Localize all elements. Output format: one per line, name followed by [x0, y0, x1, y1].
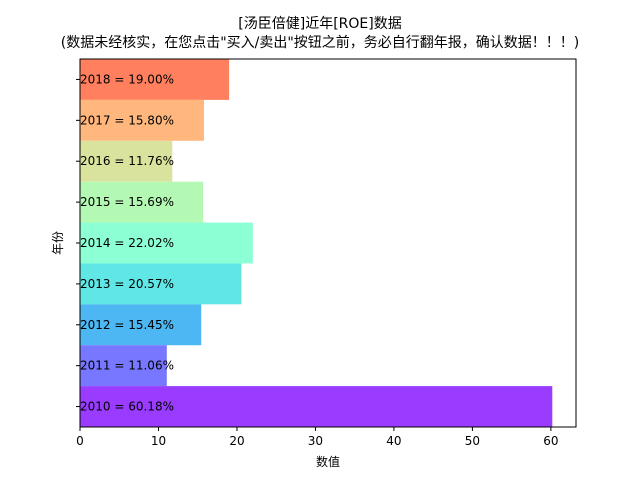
- x-axis-label: 数值: [316, 454, 340, 469]
- x-tick-label-40: 40: [386, 434, 401, 448]
- y-ticks-layer: [76, 78, 80, 408]
- x-tick-label-60: 60: [543, 434, 558, 448]
- bar-2011: [80, 345, 167, 387]
- chart-subtitle: (数据未经核实，在您点击"买入/卖出"按钮之前，务必自行翻年报，确认数据！！！): [60, 35, 580, 51]
- x-tick-label-50: 50: [465, 434, 480, 448]
- bars-layer: [80, 59, 553, 427]
- bar-label-2013: 2013 = 20.57%: [80, 277, 174, 291]
- bar-label-2010: 2010 = 60.18%: [80, 400, 174, 414]
- x-tick-label-10: 10: [151, 434, 166, 448]
- bar-2015: [80, 181, 204, 223]
- bar-label-2018: 2018 = 19.00%: [80, 72, 174, 86]
- x-ticks-layer: 0 10 20 30 40 50 60: [76, 427, 559, 448]
- bar-2012: [80, 304, 202, 346]
- bar-2016: [80, 140, 173, 182]
- bar-label-2014: 2014 = 22.02%: [80, 236, 174, 250]
- bar-label-2016: 2016 = 11.76%: [80, 154, 174, 168]
- x-tick-label-0: 0: [76, 434, 84, 448]
- x-tick-label-20: 20: [229, 434, 244, 448]
- bar-2017: [80, 99, 204, 141]
- bar-labels-layer: 2018 = 19.00% 2017 = 15.80% 2016 = 11.76% 2…: [80, 72, 174, 413]
- bar-2018: [80, 59, 230, 100]
- bar-label-2011: 2011 = 11.06%: [80, 359, 174, 373]
- bar-label-2012: 2012 = 15.45%: [80, 318, 174, 332]
- x-tick-label-30: 30: [308, 434, 323, 448]
- bar-label-2017: 2017 = 15.80%: [80, 113, 174, 127]
- bar-2010: [80, 386, 553, 427]
- chart-title: [汤臣倍健]近年[ROE]数据: [238, 16, 402, 32]
- bar-2013: [80, 263, 242, 305]
- bar-label-2015: 2015 = 15.69%: [80, 195, 174, 209]
- bar-2014: [80, 222, 253, 264]
- y-axis-label: 年份: [51, 231, 65, 255]
